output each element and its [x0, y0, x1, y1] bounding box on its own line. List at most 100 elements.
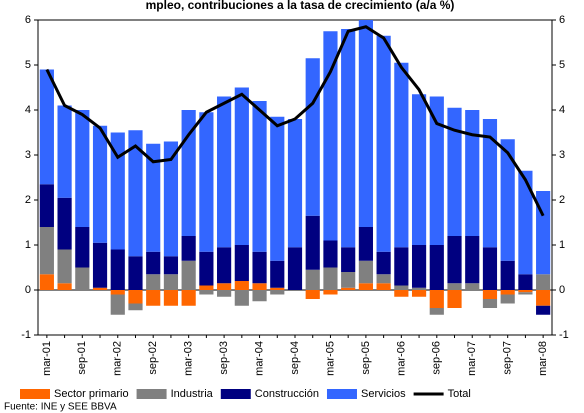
bar-segment	[146, 143, 161, 252]
bar-segment	[39, 227, 54, 275]
bar-segment	[429, 245, 444, 290]
bar-segment	[270, 287, 285, 290]
y-tick-label: 0	[25, 284, 31, 296]
bar-segment	[358, 283, 373, 290]
bar-segment	[181, 236, 196, 261]
bar-segment	[199, 112, 214, 252]
bar-segment	[518, 292, 533, 295]
bar-segment	[376, 283, 391, 290]
bar-segment	[57, 283, 72, 290]
x-tick-label: sep-06	[431, 341, 443, 375]
x-tick-label: mar-08	[537, 341, 549, 376]
bar-segment	[305, 215, 320, 270]
bar-segment	[482, 119, 498, 248]
bar-segment	[57, 249, 72, 284]
bar-segment	[270, 260, 285, 288]
bar-segment	[128, 303, 143, 311]
bar-segment	[447, 283, 462, 290]
y-tick-label: 5	[25, 59, 31, 71]
bar-segment	[92, 125, 108, 243]
bar-segment	[305, 269, 320, 290]
bar-segment	[287, 119, 303, 248]
bar-segment	[146, 251, 161, 275]
x-tick-label: mar-07	[466, 341, 478, 376]
bar-segment	[252, 101, 267, 252]
x-tick-label: mar-04	[253, 341, 265, 376]
bar-segment	[270, 290, 285, 295]
bar-segment	[465, 236, 480, 284]
bar-segment	[146, 290, 161, 306]
bar-segment	[181, 290, 196, 306]
bar-segment	[500, 294, 515, 304]
x-tick-label: sep-04	[289, 341, 301, 375]
bar-segment	[358, 227, 373, 261]
bar-segment	[518, 290, 533, 293]
legend-label: Construcción	[255, 388, 319, 400]
bar-segment	[217, 290, 232, 297]
bar-segment	[217, 247, 232, 284]
y2-tick-label: -1	[559, 329, 569, 341]
legend-label: Servicios	[361, 388, 406, 400]
bar-segment	[411, 287, 427, 290]
legend-label: Sector primario	[54, 388, 129, 400]
bar-segment	[146, 274, 161, 290]
bar-segment	[323, 240, 338, 268]
bar-segment	[110, 290, 125, 295]
y-tick-label: 4	[25, 104, 31, 116]
bar-segment	[199, 290, 214, 295]
y2-tick-label: 0	[559, 284, 565, 296]
bar-segment	[394, 290, 409, 297]
bar-segment	[75, 267, 90, 290]
bar-segment	[252, 290, 267, 302]
bar-segment	[110, 294, 125, 315]
bar-segment	[536, 290, 551, 306]
legend-swatch	[220, 389, 251, 399]
bar-segment	[39, 69, 54, 185]
x-tick-label: sep-02	[147, 341, 159, 375]
source: Fuente: INE y SEE BBVA	[4, 402, 117, 413]
bar-segment	[217, 283, 232, 290]
x-tick-label: sep-03	[218, 341, 230, 375]
y-tick-label: 3	[25, 149, 31, 161]
bar-segment	[376, 274, 391, 284]
bar-segment	[39, 184, 54, 227]
bar-segment	[287, 247, 303, 290]
bar-segment	[92, 287, 108, 290]
x-tick-label: mar-01	[41, 341, 53, 376]
x-tick-label: mar-06	[395, 341, 407, 376]
x-tick-label: sep-01	[76, 341, 88, 375]
bar-segment	[128, 290, 143, 304]
bar-segment	[411, 245, 427, 288]
legend-swatch	[20, 389, 50, 399]
bar-segment	[482, 247, 498, 290]
bar-segment	[429, 290, 444, 308]
bar-segment	[465, 283, 480, 290]
bar-segment	[181, 260, 196, 290]
y-tick-label: 6	[25, 14, 31, 26]
bar-segment	[110, 132, 125, 250]
bar-segment	[341, 29, 356, 248]
bar-segment	[110, 249, 125, 290]
bar-segment	[394, 62, 409, 248]
bar-segment	[270, 116, 285, 261]
legend-swatch	[136, 389, 167, 399]
bar-segment	[128, 130, 143, 257]
y2-tick-label: 5	[559, 59, 565, 71]
bar-segment	[57, 197, 72, 250]
y2-tick-label: 1	[559, 239, 565, 251]
bar-segment	[358, 260, 373, 284]
bar-segment	[447, 107, 462, 236]
bar-segment	[341, 272, 356, 288]
bar-segment	[39, 274, 54, 290]
bar-segment	[163, 274, 179, 290]
bar-segment	[447, 236, 462, 284]
bar-segment	[234, 245, 249, 281]
y-tick-label: 1	[25, 239, 31, 251]
bar-segment	[75, 227, 90, 268]
x-tick-label: mar-03	[183, 341, 195, 376]
bar-segment	[128, 256, 143, 290]
bar-segment	[482, 290, 498, 299]
bar-segment	[376, 251, 391, 275]
bar-segment	[323, 31, 338, 241]
bar-segment	[358, 20, 373, 227]
